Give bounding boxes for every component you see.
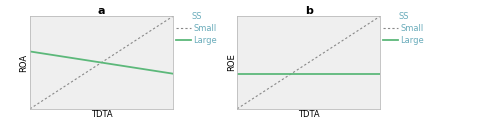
Title: b: b <box>304 6 312 16</box>
Y-axis label: ROA: ROA <box>20 53 28 72</box>
Title: a: a <box>98 6 105 16</box>
Y-axis label: ROE: ROE <box>227 54 236 71</box>
X-axis label: TDTA: TDTA <box>298 110 320 119</box>
Legend: Small, Large: Small, Large <box>176 12 217 45</box>
Legend: Small, Large: Small, Large <box>383 12 424 45</box>
X-axis label: TDTA: TDTA <box>90 110 112 119</box>
